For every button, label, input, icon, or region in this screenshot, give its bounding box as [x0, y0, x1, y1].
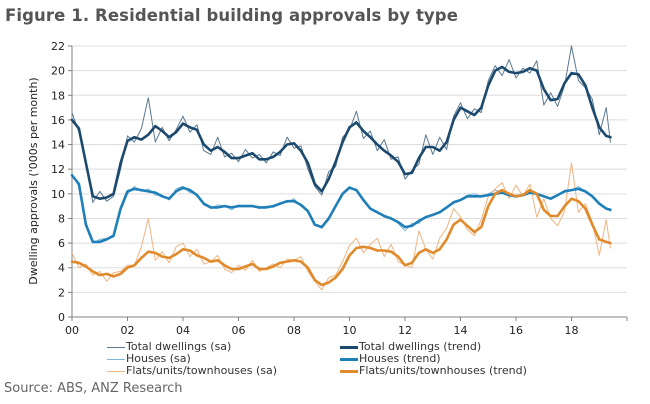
- legend-item: Flats/units/townhouses (sa): [107, 365, 277, 377]
- legend-right: Total dwellings (trend) Houses (trend) F…: [340, 341, 527, 377]
- legend-swatch: [340, 357, 358, 361]
- y-tick-label: 16: [51, 114, 65, 127]
- y-axis-ticks: 0 2 4 6 8 10 12 14 16 18 20 22: [51, 40, 72, 324]
- y-tick-label: 2: [58, 286, 65, 299]
- series-flats-units-townhouses-trend: [70, 188, 612, 287]
- y-axis-label: Dwelling approvals ('000s per month): [27, 77, 40, 284]
- x-tick-label: 18: [565, 324, 579, 337]
- legend-swatch: [107, 370, 125, 372]
- y-tick-label: 20: [51, 65, 65, 78]
- legend-label: Flats/units/townhouses (sa): [126, 364, 278, 377]
- legend-label: Total dwellings (sa): [126, 340, 232, 353]
- legend-label: Houses (sa): [126, 352, 191, 365]
- x-tick-label: 14: [454, 324, 468, 337]
- legend-swatch: [107, 358, 125, 360]
- y-tick-label: 22: [51, 40, 65, 53]
- source-note: Source: ABS, ANZ Research: [4, 381, 183, 396]
- x-axis-ticks: 00 02 04 06 08 10 12 14 16 18: [65, 317, 628, 337]
- legend-label: Houses (trend): [359, 352, 441, 365]
- legend-swatch: [340, 369, 358, 373]
- legend-item: Houses (sa): [107, 353, 277, 365]
- legend-label: Total dwellings (trend): [359, 340, 482, 353]
- legend-label: Flats/units/townhouses (trend): [359, 364, 527, 377]
- series-lines: [70, 45, 612, 291]
- legend-item: Flats/units/townhouses (trend): [340, 365, 527, 377]
- x-tick-label: 00: [65, 324, 79, 337]
- figure-title: Figure 1. Residential building approvals…: [5, 6, 458, 25]
- legend-item: Houses (trend): [340, 353, 527, 365]
- y-tick-label: 6: [58, 237, 65, 250]
- x-tick-label: 16: [509, 324, 523, 337]
- y-tick-label: 0: [58, 311, 65, 324]
- legend-left: Total dwellings (sa) Houses (sa) Flats/u…: [107, 341, 277, 377]
- series-total-dwellings-sa: [71, 45, 611, 203]
- gridlines: [72, 45, 627, 293]
- x-tick-label: 10: [343, 324, 357, 337]
- x-tick-label: 08: [287, 324, 301, 337]
- x-tick-label: 06: [232, 324, 246, 337]
- y-tick-label: 18: [51, 89, 65, 102]
- x-tick-label: 12: [398, 324, 412, 337]
- x-tick-label: 02: [121, 324, 135, 337]
- y-tick-label: 8: [58, 212, 65, 225]
- series-total-dwellings-trend: [70, 65, 612, 200]
- legend-swatch: [107, 346, 125, 348]
- legend-item: Total dwellings (sa): [107, 341, 277, 353]
- y-tick-label: 14: [51, 139, 65, 152]
- y-tick-label: 4: [58, 262, 65, 275]
- y-tick-label: 10: [51, 188, 65, 201]
- legend-item: Total dwellings (trend): [340, 341, 527, 353]
- y-tick-label: 12: [51, 163, 65, 176]
- legend-swatch: [340, 345, 358, 349]
- x-tick-label: 04: [176, 324, 190, 337]
